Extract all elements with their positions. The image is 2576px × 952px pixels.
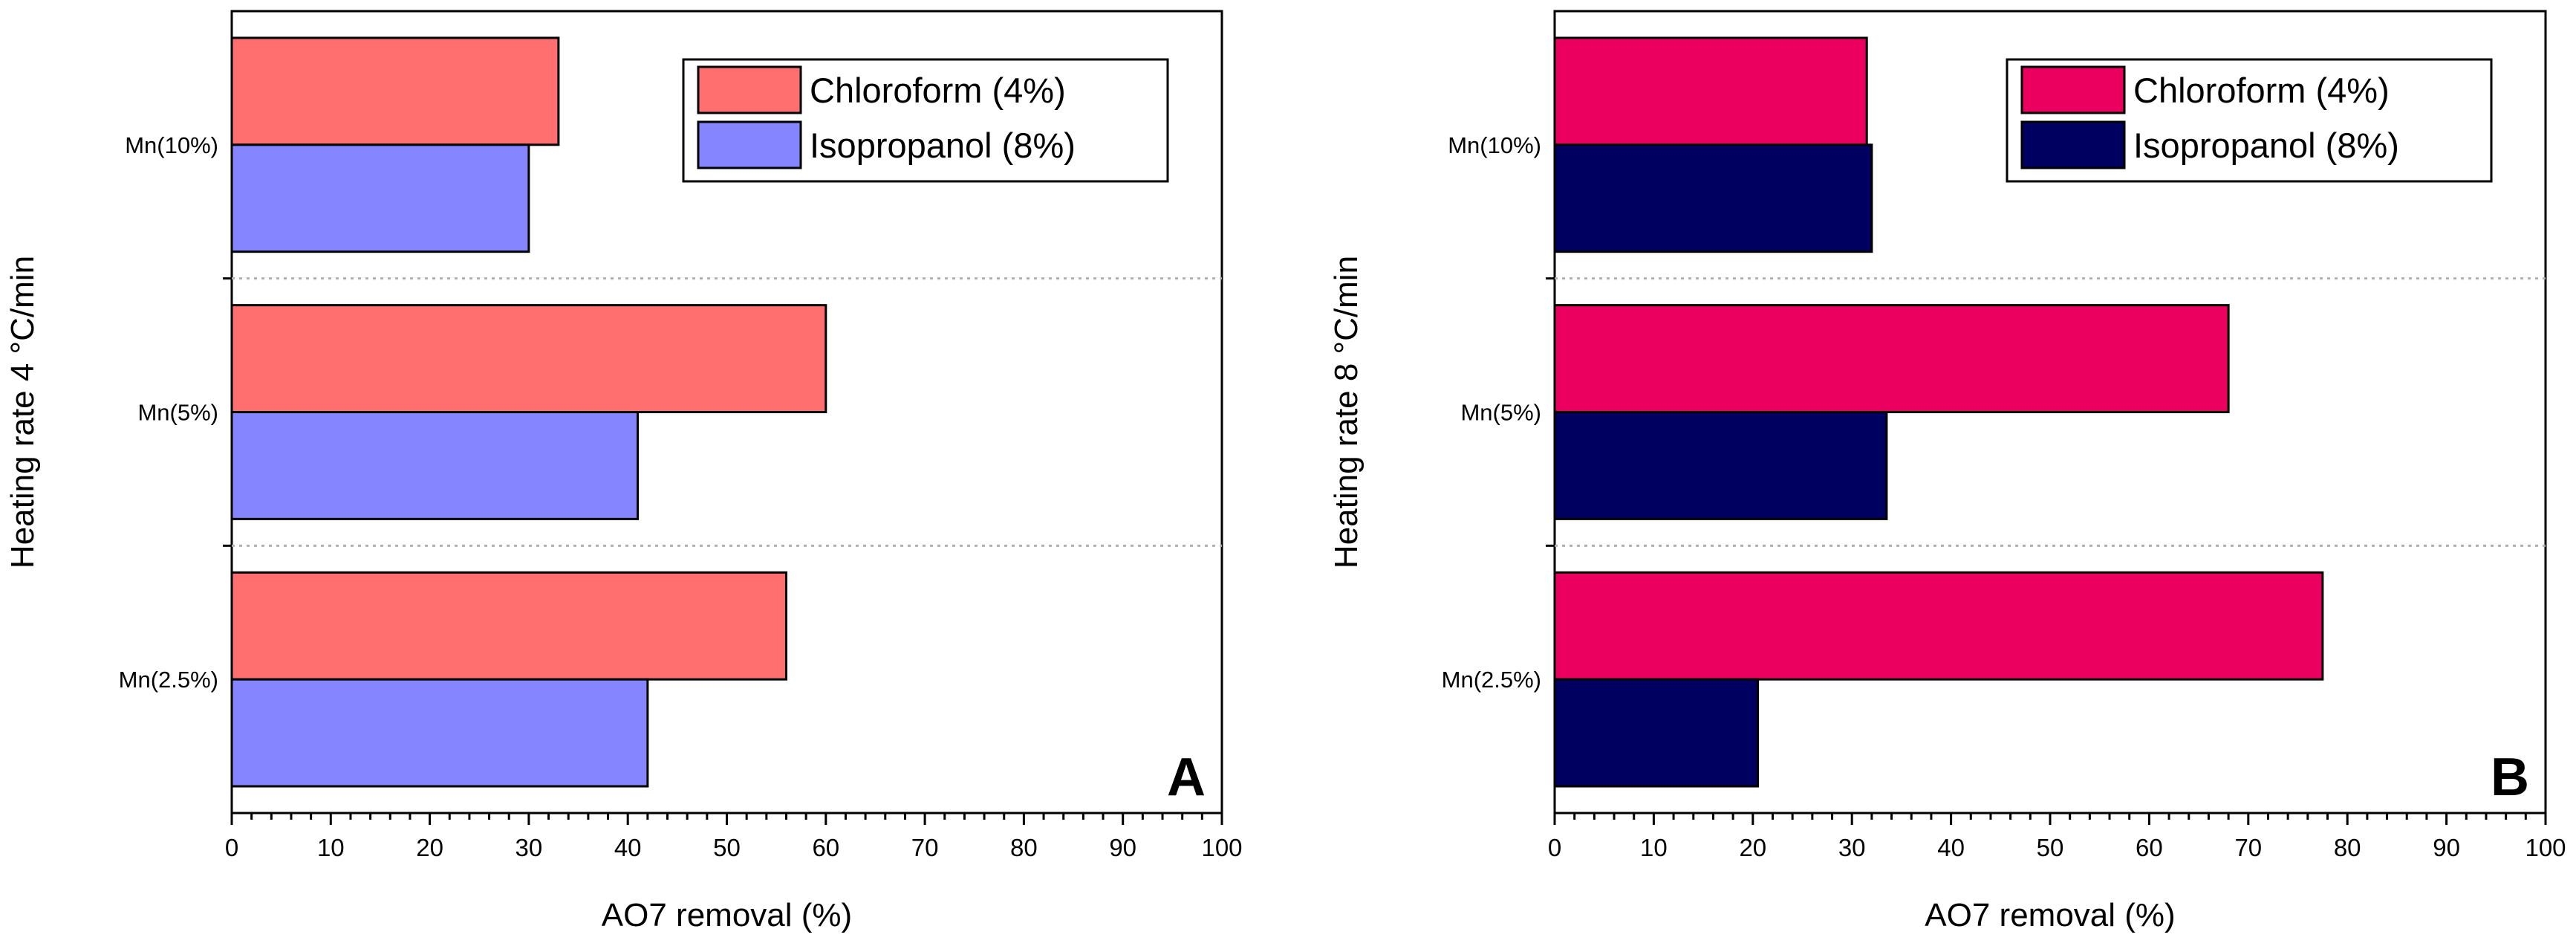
x-tick-label: 30 — [1838, 834, 1866, 861]
bar-chloroform-1 — [1553, 36, 1868, 146]
panel-label: B — [2491, 748, 2529, 807]
y-axis-title: Heating rate 8 °C/min — [1328, 256, 1365, 569]
bar-isopropanol-3 — [1553, 678, 1759, 788]
bar-isopropanol-1 — [230, 143, 530, 253]
bar-isopropanol-1 — [1553, 143, 1873, 253]
x-tick-label: 70 — [911, 834, 939, 861]
bar-chloroform-3 — [1553, 571, 2324, 681]
legend-label-chloroform: Chloroform (4%) — [2133, 71, 2390, 110]
bar-chloroform-1 — [230, 36, 560, 146]
legend-swatch-isopropanol — [697, 120, 802, 169]
category-label: Mn(5%) — [1460, 400, 1541, 426]
x-tick-label: 60 — [812, 834, 839, 861]
x-tick-label: 10 — [317, 834, 345, 861]
bar-isopropanol-3 — [230, 678, 649, 788]
x-axis-title: AO7 removal (%) — [1925, 897, 2175, 933]
x-tick-label: 100 — [2525, 834, 2566, 861]
x-axis-title: AO7 removal (%) — [602, 897, 852, 933]
category-label: Mn(5%) — [137, 400, 218, 426]
x-tick-label: 80 — [2334, 834, 2361, 861]
x-tick-label: 0 — [225, 834, 238, 861]
x-tick-label: 80 — [1010, 834, 1038, 861]
panel-label: A — [1167, 748, 1206, 807]
legend-label-chloroform: Chloroform (4%) — [810, 71, 1066, 110]
bar-isopropanol-2 — [230, 411, 640, 520]
x-tick-label: 0 — [1548, 834, 1561, 861]
x-tick-label: 20 — [416, 834, 443, 861]
category-label: Mn(2.5%) — [1442, 667, 1541, 693]
chart-panel-a: Mn(10%) Mn(5%) Mn(2.5%) 0 10 20 30 40 50 60 70 80 90… — [4, 10, 1243, 933]
x-tick-label: 50 — [713, 834, 741, 861]
legend-label-isopropanol: Isopropanol (8%) — [2133, 126, 2399, 165]
x-tick-label: 50 — [2037, 834, 2064, 861]
chart-panel-b: Mn(10%) Mn(5%) Mn(2.5%) 0 10 20 30 40 50 60 70 80 90… — [1328, 10, 2566, 933]
bar-isopropanol-2 — [1553, 411, 1888, 520]
legend: Chloroform (4%) Isopropanol (8%) — [682, 58, 1169, 183]
x-tick-label: 30 — [515, 834, 543, 861]
x-tick-label: 90 — [2433, 834, 2460, 861]
x-tick-label: 10 — [1640, 834, 1668, 861]
bar-chloroform-2 — [1553, 304, 2230, 413]
x-tick-label: 100 — [1201, 834, 1242, 861]
legend-swatch-isopropanol — [2020, 120, 2126, 169]
legend-swatch-chloroform — [697, 65, 802, 114]
legend: Chloroform (4%) Isopropanol (8%) — [2006, 58, 2493, 183]
legend-label-isopropanol: Isopropanol (8%) — [810, 126, 1076, 165]
category-label: Mn(2.5%) — [119, 667, 218, 693]
x-tick-label: 40 — [1937, 834, 1965, 861]
category-label: Mn(10%) — [1448, 132, 1541, 158]
category-label: Mn(10%) — [125, 132, 218, 158]
x-tick-label: 40 — [614, 834, 642, 861]
x-tick-label: 90 — [1109, 834, 1136, 861]
bar-chloroform-3 — [230, 571, 787, 681]
bar-chloroform-2 — [230, 304, 827, 413]
y-axis-title: Heating rate 4 °C/min — [4, 256, 41, 569]
x-tick-label: 20 — [1739, 834, 1766, 861]
x-tick-label: 70 — [2234, 834, 2262, 861]
x-tick-label: 60 — [2136, 834, 2163, 861]
legend-swatch-chloroform — [2020, 65, 2126, 114]
